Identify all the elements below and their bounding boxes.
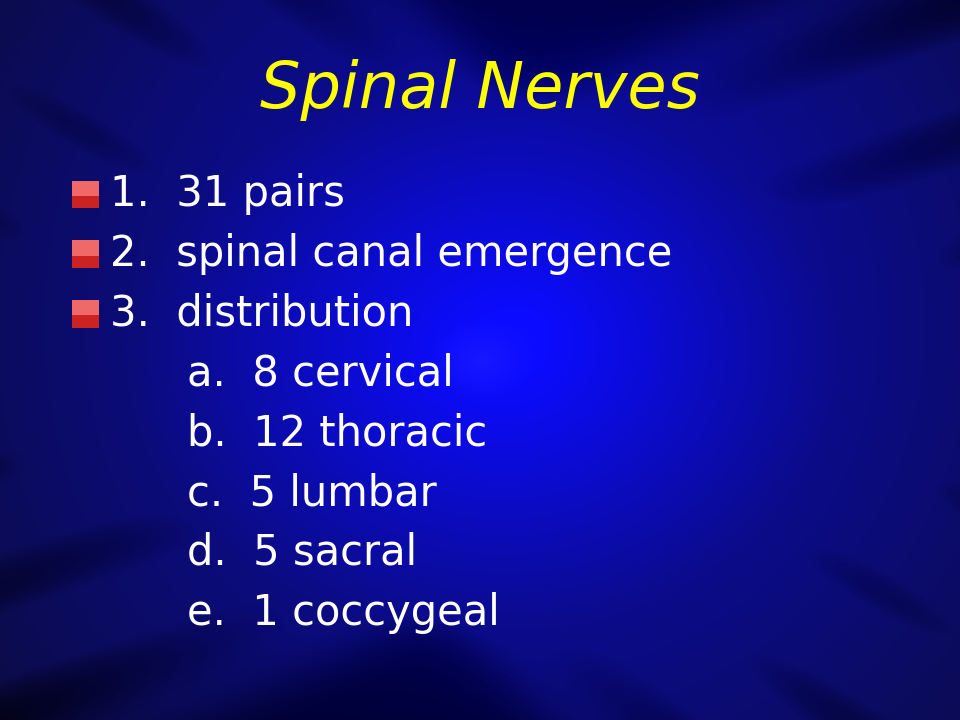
Text: c.  5 lumbar: c. 5 lumbar [187, 472, 437, 514]
Text: Spinal Nerves: Spinal Nerves [260, 59, 700, 121]
Text: d.  5 sacral: d. 5 sacral [187, 532, 418, 574]
FancyBboxPatch shape [72, 181, 99, 208]
FancyBboxPatch shape [72, 240, 99, 268]
FancyBboxPatch shape [72, 240, 99, 256]
FancyBboxPatch shape [72, 181, 99, 196]
Text: a.  8 cervical: a. 8 cervical [187, 353, 454, 395]
FancyBboxPatch shape [72, 300, 99, 328]
FancyBboxPatch shape [72, 300, 99, 315]
Text: e.  1 coccygeal: e. 1 coccygeal [187, 592, 500, 634]
Text: b.  12 thoracic: b. 12 thoracic [187, 413, 488, 454]
Text: 1.  31 pairs: 1. 31 pairs [110, 174, 346, 215]
Text: 2.  spinal canal emergence: 2. spinal canal emergence [110, 233, 673, 275]
Text: 3.  distribution: 3. distribution [110, 293, 414, 335]
